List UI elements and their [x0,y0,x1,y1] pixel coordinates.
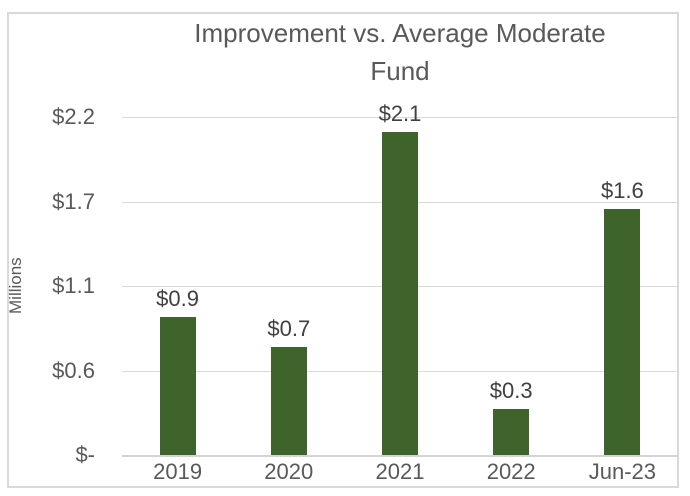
data-label-2022: $0.3 [489,377,533,403]
data-label-2020: $0.7 [267,316,311,342]
x-tick-label-2022: 2022 [486,459,536,484]
gridline [122,117,678,118]
data-label-Jun-23: $1.6 [600,178,644,204]
y-tick-label: $2.2 [52,104,95,129]
bar-Jun-23 [604,209,641,455]
bar-2019 [159,316,196,455]
y-tick-label: $1.1 [52,273,95,298]
bar-2020 [270,347,307,455]
data-label-2021: $2.1 [378,101,422,127]
y-tick-label: $0.6 [52,357,95,383]
plot-area [122,117,678,457]
y-tick-label: $1.7 [52,188,95,214]
chart-border [7,12,679,488]
x-tick-label-2020: 2020 [264,459,314,484]
data-label-2019: $0.9 [156,285,199,311]
x-tick-label-2021: 2021 [375,459,425,484]
x-tick-label-Jun-23: Jun-23 [588,459,657,484]
bar-2021 [382,132,418,455]
bar-2022 [493,408,530,455]
chart-title: Improvement vs. Average Moderate Fund [122,14,678,90]
y-tick-label: $- [75,442,95,467]
x-tick-label-2019: 2019 [153,459,203,484]
chart-title-line-2: Fund [370,56,430,86]
chart-title-line-1: Improvement vs. Average Moderate [194,18,606,48]
